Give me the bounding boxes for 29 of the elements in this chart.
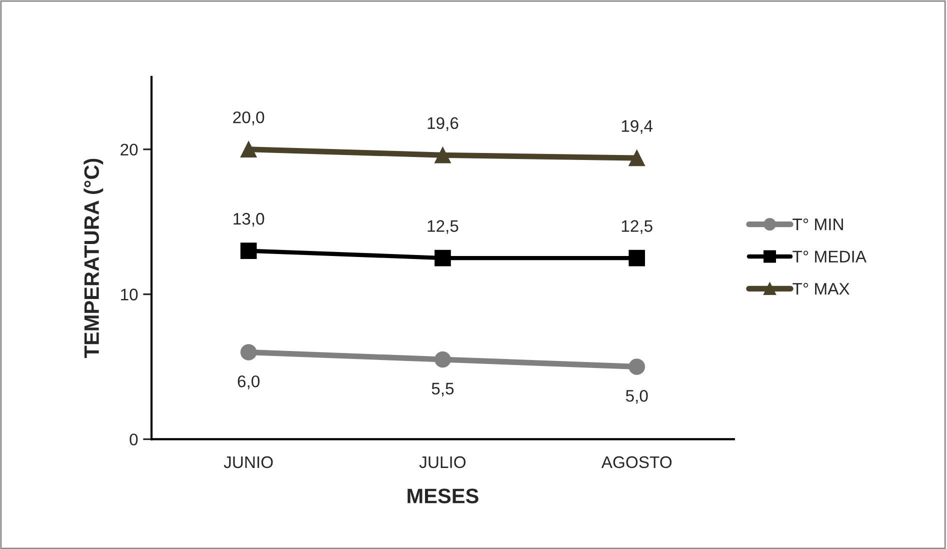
point [434, 146, 451, 164]
point [628, 150, 646, 166]
point [240, 242, 257, 259]
data-label: 19,4 [622, 120, 653, 134]
point [240, 141, 257, 158]
point [240, 344, 257, 360]
point [434, 250, 451, 266]
x-axis-title: MESES [408, 488, 478, 504]
data-label: 12,5 [428, 220, 458, 234]
point [628, 250, 646, 266]
legend-label: T° MAX [792, 282, 850, 295]
x-tick-label: AGOSTO [601, 456, 672, 468]
data-label: 20,0 [233, 111, 264, 126]
y-tick-label: 20 [120, 144, 138, 156]
data-label: 5,5 [432, 382, 454, 396]
legend-label: T° MIN [792, 218, 843, 230]
data-label: 6,0 [238, 375, 260, 390]
point [434, 351, 451, 368]
x-tick-label: JULIO [419, 456, 466, 468]
point [628, 358, 646, 375]
legend-label: T° MEDIA [792, 250, 866, 262]
y-tick-label: 10 [121, 288, 138, 300]
data-label: 12,5 [622, 220, 652, 234]
x-tick-label: JUNIO [224, 456, 273, 468]
data-label: 13,0 [234, 212, 264, 227]
data-label: 19,6 [428, 117, 458, 132]
y-tick-label: 0 [130, 434, 138, 446]
y-axis-title: TEMPERATURA (°C) [84, 158, 104, 358]
data-label: 5,0 [626, 390, 648, 404]
